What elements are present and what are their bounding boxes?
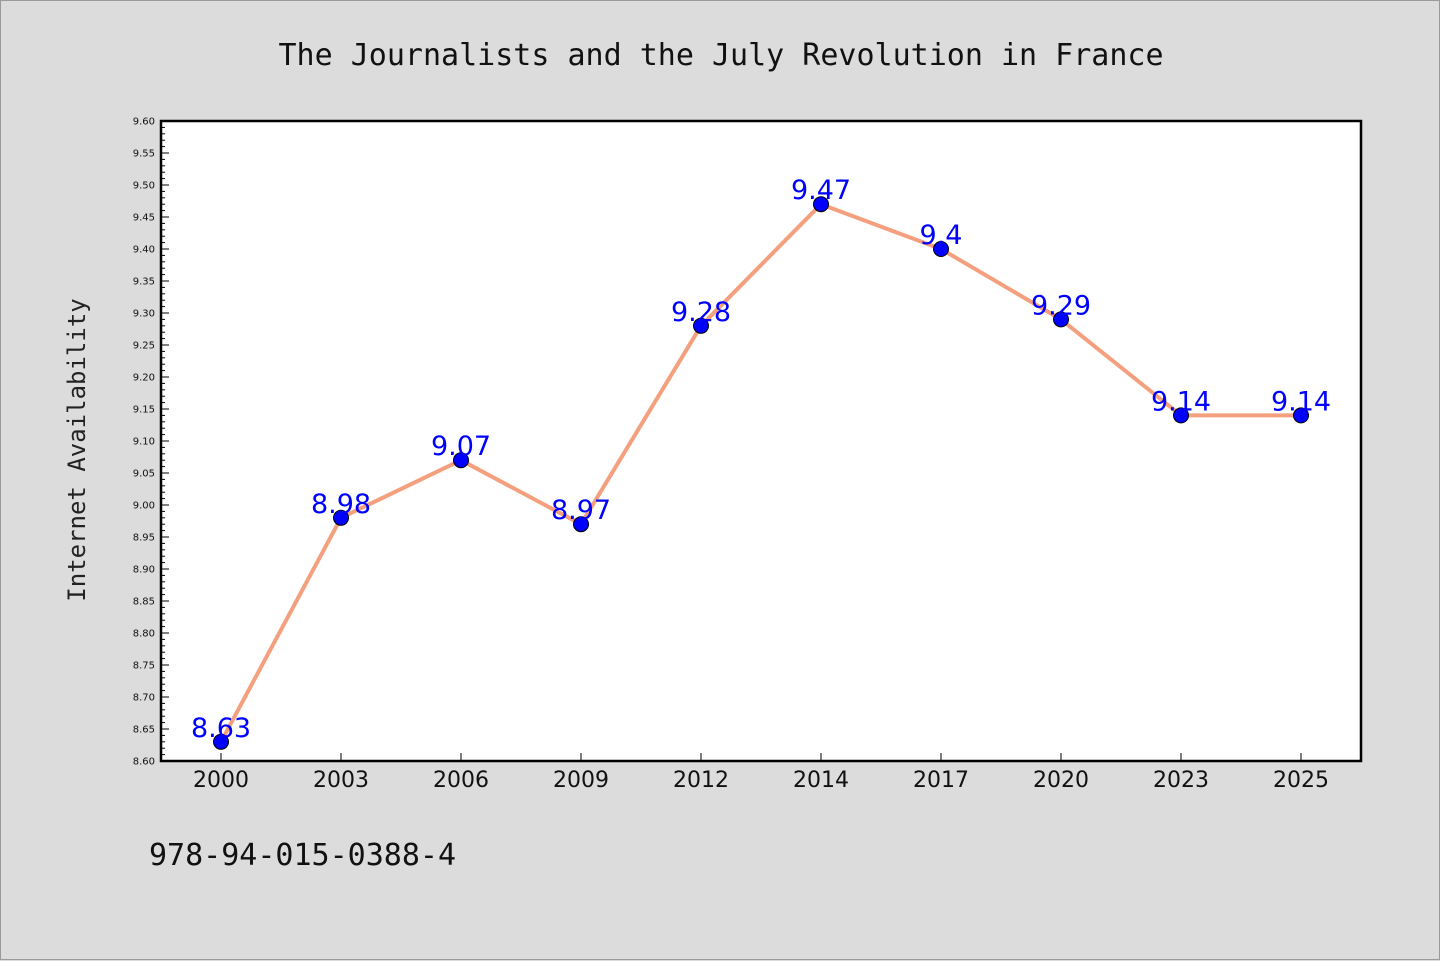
series-line (219, 202, 1303, 744)
y-tick-label: 9.30 (133, 309, 155, 320)
x-tick-label: 2023 (1153, 768, 1209, 793)
data-label: 9.14 (1271, 386, 1331, 417)
data-point (933, 241, 949, 257)
y-tick-label: 8.80 (133, 629, 155, 640)
x-tick-label: 2012 (673, 768, 729, 793)
y-tick-label: 9.55 (133, 149, 155, 160)
data-label: 9.29 (1031, 290, 1091, 321)
chart-title: The Journalists and the July Revolution … (278, 38, 1163, 73)
data-point (573, 516, 589, 533)
y-tick-label: 8.85 (133, 597, 155, 608)
y-tick-label: 9.40 (133, 245, 155, 256)
plot-area (159, 119, 1363, 763)
series-layer (213, 196, 1309, 750)
y-tick-label: 9.20 (133, 373, 155, 384)
data-label: 8.63 (191, 713, 251, 744)
data-label: 9.07 (431, 431, 491, 462)
data-label: 9.14 (1151, 386, 1211, 417)
y-tick-label: 9.15 (133, 405, 155, 416)
x-tick-label: 2003 (313, 768, 369, 793)
x-axis-ticks: 2000 2003 2006 2009 2012 2014 2017 2020 2023 2025 (193, 753, 1329, 793)
data-point (1053, 311, 1069, 328)
y-tick-label: 8.90 (133, 565, 155, 576)
y-tick-label: 9.00 (133, 501, 155, 512)
data-point (213, 733, 229, 750)
y-tick-label: 9.60 (133, 117, 155, 128)
data-point (453, 452, 469, 469)
x-tick-label: 2020 (1033, 768, 1089, 793)
x-tick-label: 2025 (1273, 768, 1329, 793)
y-tick-label: 8.70 (133, 693, 155, 704)
data-label: 9.4 (920, 220, 963, 251)
y-tick-label: 9.50 (133, 181, 155, 192)
x-tick-label: 2006 (433, 768, 489, 793)
y-tick-label: 8.60 (133, 757, 155, 768)
y-tick-label: 9.10 (133, 437, 155, 448)
y-tick-label: 9.45 (133, 213, 155, 224)
x-tick-label: 2000 (193, 768, 249, 793)
data-label: 8.97 (551, 495, 611, 526)
x-tick-label: 2017 (913, 768, 969, 793)
x-tick-label: 2009 (553, 768, 609, 793)
y-tick-label: 9.35 (133, 277, 155, 288)
data-point (693, 317, 709, 334)
data-point (1293, 407, 1309, 424)
y-tick-label: 8.65 (133, 725, 155, 736)
isbn-text: 978-94-015-0388-4 (149, 838, 456, 873)
data-point (813, 196, 829, 213)
y-tick-label: 9.25 (133, 341, 155, 352)
y-tick-label: 8.75 (133, 661, 155, 672)
data-labels: 8.63 8.98 9.07 8.97 9.28 9.47 9.4 9.29 9.14 9.14 (191, 175, 1331, 744)
data-point (1173, 407, 1189, 424)
data-label: 8.98 (311, 489, 371, 520)
y-tick-label: 8.95 (133, 533, 155, 544)
data-label: 9.47 (791, 175, 851, 206)
x-tick-label: 2014 (793, 768, 849, 793)
data-point (333, 509, 349, 526)
y-axis-ticks: 8.60 8.65 8.70 8.75 8.80 8.85 8.90 8.95 9.00 9.05… (133, 117, 169, 768)
y-tick-label: 9.05 (133, 469, 155, 480)
data-label: 9.28 (671, 297, 731, 328)
y-axis-label: Internet Availability (63, 298, 91, 601)
